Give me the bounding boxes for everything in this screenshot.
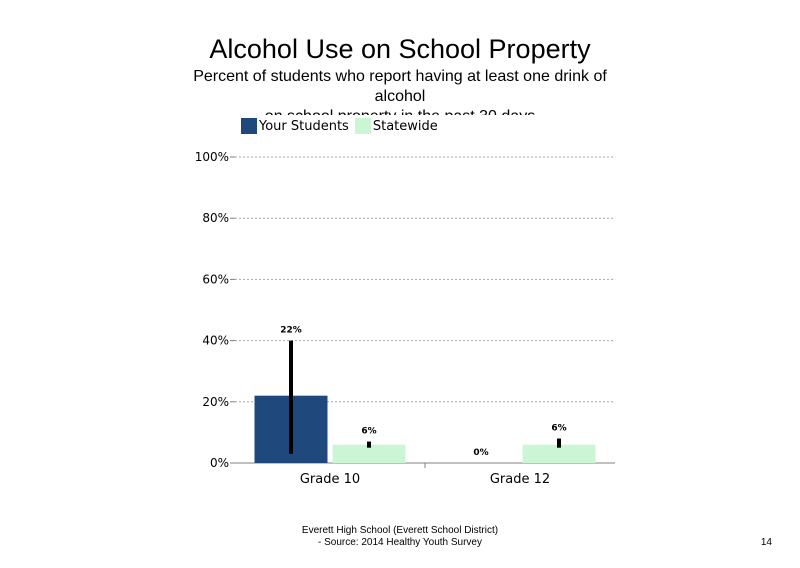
y-tick-label: 80% bbox=[202, 211, 229, 225]
footer: Everett High School (Everett School Dist… bbox=[200, 525, 600, 549]
data-label: 22% bbox=[280, 326, 302, 336]
x-tick-label: Grade 10 bbox=[300, 472, 360, 487]
y-tick-label: 40% bbox=[202, 334, 229, 348]
subtitle-line-2: alcohol bbox=[374, 88, 426, 105]
bar bbox=[522, 444, 596, 463]
subtitle-line-3: on school property in the past 30 days bbox=[170, 107, 630, 115]
x-tick-label: Grade 12 bbox=[490, 472, 550, 487]
legend-label-your-students: Your Students bbox=[259, 118, 349, 134]
legend-swatch-your-students bbox=[241, 118, 257, 134]
legend-label-statewide: Statewide bbox=[372, 118, 438, 134]
footer-source: - Source: 2014 Healthy Youth Survey bbox=[318, 537, 482, 548]
chart-legend: Your Students Statewide bbox=[241, 118, 444, 134]
bar bbox=[332, 444, 406, 463]
y-tick-label: 0% bbox=[210, 456, 229, 470]
legend-item-your-students: Your Students bbox=[241, 118, 349, 134]
y-tick-label: 100% bbox=[195, 150, 229, 164]
y-tick-label: 20% bbox=[202, 395, 229, 409]
data-label: 6% bbox=[551, 424, 566, 434]
chart-title: Alcohol Use on School Property bbox=[209, 34, 591, 64]
subtitle-line-1: Percent of students who report having at… bbox=[193, 68, 607, 85]
chart-subtitle: Percent of students who report having at… bbox=[170, 67, 630, 115]
y-tick-label: 60% bbox=[202, 272, 229, 286]
data-label: 6% bbox=[361, 427, 376, 437]
data-label: 0% bbox=[473, 448, 488, 458]
page-number: 14 bbox=[760, 537, 772, 548]
legend-swatch-statewide bbox=[354, 118, 371, 134]
footer-school: Everett High School (Everett School Dist… bbox=[301, 525, 499, 536]
legend-item-statewide: Statewide bbox=[354, 118, 438, 134]
